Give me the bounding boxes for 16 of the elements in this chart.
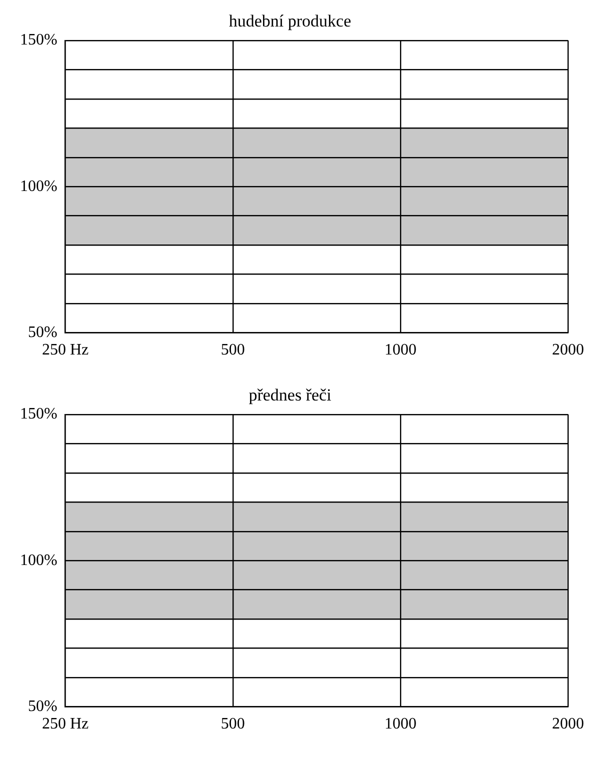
y-tick-label: 50% xyxy=(28,324,58,342)
y-tick-label: 150% xyxy=(20,406,58,423)
chart-title: hudební produkce xyxy=(228,12,352,31)
y-tick-label: 150% xyxy=(20,32,58,49)
x-tick-label: 1000 xyxy=(384,342,416,359)
x-tick-label: 500 xyxy=(220,716,245,733)
y-tick-label: 100% xyxy=(20,178,58,195)
y-tick-label: 100% xyxy=(20,552,58,569)
x-tick-label: 250 Hz xyxy=(42,342,89,359)
x-tick-label: 250 Hz xyxy=(42,716,89,733)
x-tick-label: 1000 xyxy=(384,716,416,733)
x-tick-label: 500 xyxy=(220,342,245,359)
chart-title: přednes řeči xyxy=(248,386,332,405)
x-tick-label: 2000 xyxy=(552,716,584,733)
y-tick-label: 50% xyxy=(28,698,58,716)
x-tick-label: 2000 xyxy=(552,342,584,359)
